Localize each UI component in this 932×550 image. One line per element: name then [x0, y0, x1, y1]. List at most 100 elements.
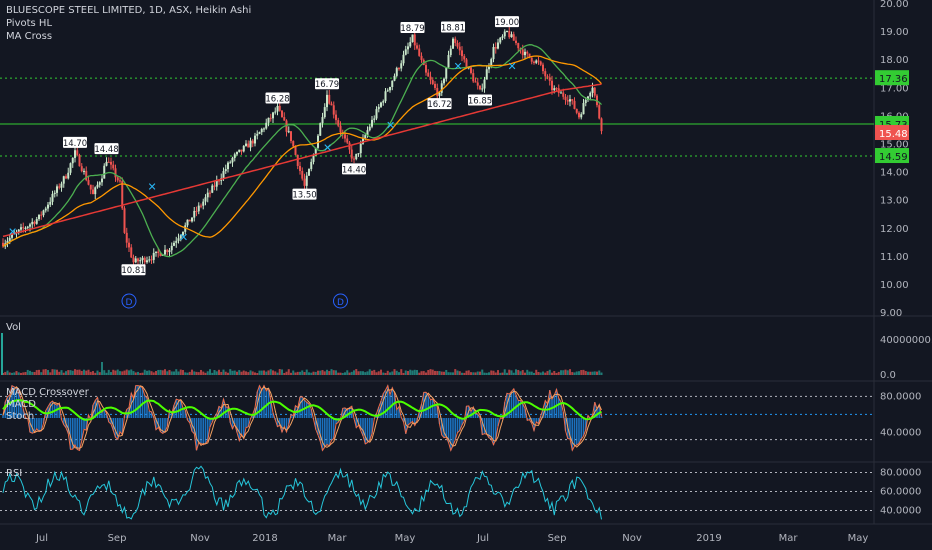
volume-bar — [530, 371, 533, 375]
candle-body — [78, 154, 81, 167]
candle-body — [240, 149, 243, 152]
candle-body — [490, 59, 493, 67]
candle-body — [195, 210, 198, 212]
volume-bar — [506, 372, 508, 375]
volume-bar — [175, 369, 178, 375]
study-ma-cross[interactable]: MA Cross — [6, 31, 53, 42]
volume-bar — [582, 369, 585, 375]
volume-bar — [596, 371, 598, 375]
candle-body — [218, 180, 220, 182]
volume-bar — [202, 371, 205, 375]
pivot-label: 14.40 — [342, 165, 366, 175]
volume-bar — [344, 372, 346, 375]
volume-bar — [557, 371, 560, 375]
volume-bar — [447, 372, 450, 375]
volume-bar — [553, 371, 556, 375]
candle-body — [382, 101, 385, 103]
volume-bar — [182, 370, 184, 375]
volume-bar — [161, 370, 164, 375]
volume-bar — [375, 372, 378, 375]
volume-bar — [240, 371, 243, 375]
volume-bar — [571, 372, 574, 375]
candle-body — [573, 100, 576, 109]
volume-bar — [312, 371, 315, 375]
rsi-tick-label: 60.0000 — [880, 487, 921, 498]
volume-bar — [92, 371, 94, 375]
pivot-label-box — [441, 21, 465, 33]
candle-body — [353, 158, 355, 160]
macd-tick-label: 80.0000 — [880, 391, 921, 402]
candle-body — [542, 64, 544, 72]
candle-body — [357, 153, 360, 155]
candle-body — [330, 103, 333, 106]
volume-bar — [258, 370, 261, 375]
candle-body — [222, 171, 225, 179]
volume-bar — [508, 369, 511, 375]
volume-bar — [206, 371, 209, 375]
volume-bar — [200, 369, 202, 375]
candle-body — [146, 260, 148, 263]
volume-bar — [377, 371, 380, 375]
volume-bar — [101, 362, 103, 375]
candle-body — [326, 94, 328, 108]
candle-body — [71, 157, 74, 164]
candle-body — [391, 80, 394, 87]
candle-body — [427, 72, 430, 77]
candle-body — [283, 117, 286, 121]
volume-bar — [278, 369, 281, 375]
candle-body — [431, 80, 434, 84]
candle-body — [209, 192, 211, 194]
candle-body — [389, 86, 391, 91]
candle-body — [31, 221, 34, 225]
volume-bar — [380, 369, 382, 375]
volume-bar — [272, 370, 274, 375]
candle-body — [44, 208, 47, 211]
candle-body — [281, 110, 283, 118]
volume-bar — [47, 370, 49, 375]
volume-bar — [292, 370, 295, 375]
candle-body — [555, 88, 558, 90]
candle-body — [393, 75, 396, 81]
volume-bar — [229, 369, 232, 375]
candle-body — [204, 197, 207, 202]
volume-bar — [87, 369, 90, 375]
volume-bar — [139, 372, 142, 375]
candle-body — [89, 184, 92, 190]
volume-bar — [17, 372, 20, 375]
volume-bar — [245, 371, 247, 375]
candle-body — [413, 34, 416, 46]
candle-body — [116, 177, 119, 181]
rsi-line — [2, 465, 602, 520]
volume-bar — [71, 370, 74, 375]
macd-crossover-label: MACD Crossover — [6, 387, 89, 398]
pivot-label: 16.72 — [427, 100, 451, 110]
candle-body — [274, 111, 277, 113]
volume-bar — [524, 372, 526, 375]
volume-bar — [422, 371, 425, 375]
study-pivots[interactable]: Pivots HL — [6, 18, 53, 29]
candle-body — [296, 154, 299, 166]
candle-body — [400, 63, 403, 69]
volume-bar — [373, 369, 376, 375]
volume-bar — [146, 370, 148, 375]
volume-bar — [276, 372, 279, 375]
volume-bar — [15, 371, 18, 375]
volume-bar — [335, 370, 337, 375]
volume-bar — [364, 372, 367, 375]
candle-body — [114, 168, 117, 178]
candle-body — [436, 87, 439, 96]
volume-bar — [164, 369, 166, 375]
volume-bar — [546, 371, 549, 375]
volume-bar — [305, 369, 308, 375]
volume-bar — [247, 372, 250, 375]
volume-bar — [148, 370, 151, 375]
volume-bar — [211, 372, 214, 375]
candle-body — [137, 258, 139, 262]
candle-body — [546, 76, 549, 78]
candle-body — [368, 126, 371, 131]
volume-bar — [425, 372, 427, 375]
volume-bar — [490, 370, 493, 375]
candle-body — [335, 114, 337, 121]
candle-body — [364, 135, 367, 139]
